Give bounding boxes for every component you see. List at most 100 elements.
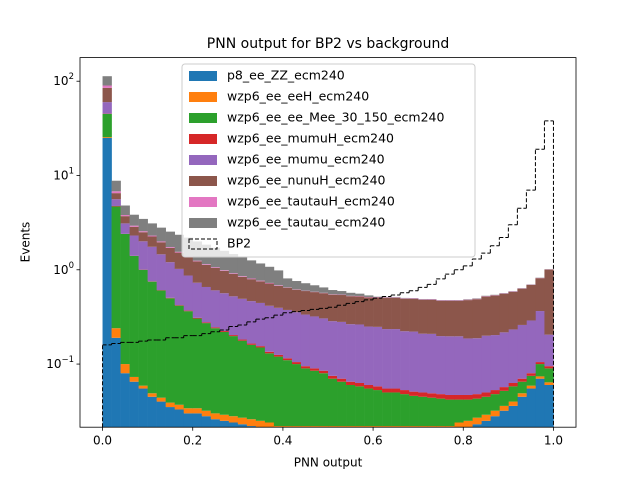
- hist-bar: [508, 382, 518, 387]
- hist-bar: [102, 85, 112, 88]
- hist-bar: [328, 426, 338, 428]
- hist-bar: [481, 396, 491, 415]
- hist-bar: [264, 353, 275, 423]
- hist-bar: [246, 426, 257, 428]
- hist-bar: [309, 285, 320, 292]
- hist-bar: [318, 318, 329, 371]
- hist-bar: [409, 331, 419, 392]
- hist-bar: [318, 287, 329, 293]
- hist-bar: [490, 416, 500, 428]
- hist-bar: [445, 336, 455, 395]
- hist-bar: [156, 397, 166, 402]
- hist-bar: [490, 394, 500, 411]
- hist-bar: [544, 368, 554, 383]
- hist-bar: [526, 284, 536, 321]
- hist-bar: [228, 422, 239, 428]
- hist-bar: [255, 280, 266, 282]
- hist-bar: [490, 410, 500, 417]
- hist-bar: [228, 273, 239, 297]
- hist-bar: [526, 373, 536, 376]
- hist-bar: [526, 375, 536, 386]
- hist-bar: [165, 407, 175, 428]
- hist-bar: [355, 293, 365, 296]
- hist-bar: [237, 276, 248, 277]
- hist-bar: [138, 269, 148, 386]
- hist-bar: [210, 267, 221, 291]
- hist-bar: [129, 226, 139, 236]
- hist-bar: [472, 424, 482, 428]
- hist-bar: [138, 218, 148, 232]
- hist-bar: [264, 282, 275, 284]
- hist-bar: [291, 312, 302, 363]
- hist-bar: [192, 408, 203, 414]
- hist-bar: [246, 279, 257, 302]
- hist-bar: [346, 292, 356, 296]
- hist-bar: [111, 193, 121, 200]
- hist-bar: [246, 278, 257, 280]
- hist-bar: [472, 398, 482, 418]
- hist-bar: [111, 191, 121, 194]
- hist-bar: [273, 354, 284, 357]
- legend-swatch: [189, 197, 217, 207]
- hist-bar: [328, 294, 338, 322]
- hist-bar: [499, 332, 509, 388]
- hist-bar: [427, 397, 437, 427]
- legend-swatch: [189, 92, 217, 102]
- hist-bar: [264, 422, 275, 428]
- hist-bar: [300, 426, 311, 428]
- hist-bar: [373, 386, 383, 391]
- hist-bar: [337, 321, 347, 379]
- hist-bar: [508, 405, 518, 428]
- hist-bar: [300, 314, 311, 367]
- hist-bar: [165, 298, 175, 403]
- legend-label: wzp6_ee_mumu_ecm240: [227, 152, 385, 167]
- hist-bar: [318, 370, 329, 374]
- hist-bar: [337, 381, 347, 427]
- hist-bar: [246, 260, 257, 279]
- hist-bar: [201, 323, 212, 411]
- hist-bar: [409, 426, 419, 428]
- x-tick-label: 0.0: [93, 434, 112, 448]
- hist-bar: [273, 285, 284, 308]
- hist-bar: [147, 246, 157, 282]
- hist-bar: [129, 381, 139, 428]
- hist-bar: [427, 299, 437, 334]
- legend-label: wzp6_ee_tautauH_ecm240: [227, 194, 395, 209]
- hist-bar: [499, 293, 509, 333]
- hist-bar: [219, 270, 230, 294]
- hist-bar: [174, 409, 185, 428]
- hist-bar: [544, 384, 554, 428]
- hist-bar: [355, 296, 365, 325]
- hist-bar: [219, 331, 230, 332]
- hist-bar: [228, 273, 239, 274]
- hist-bar: [129, 214, 139, 226]
- hist-bar: [264, 266, 275, 283]
- hist-bar: [228, 416, 239, 423]
- legend-label: p8_ee_ZZ_ecm240: [227, 68, 345, 83]
- hist-bar: [472, 299, 482, 339]
- hist-bar: [165, 247, 175, 248]
- hist-bar: [129, 255, 139, 377]
- hist-bar: [237, 417, 248, 425]
- hist-bar: [382, 426, 392, 428]
- hist-bar: [535, 278, 545, 312]
- hist-bar: [201, 416, 212, 428]
- y-tick-label: 100: [53, 260, 74, 276]
- hist-bar: [120, 215, 130, 217]
- hist-bar: [382, 392, 392, 427]
- hist-bar: [210, 328, 221, 414]
- hist-bar: [102, 137, 112, 138]
- hist-bar: [409, 395, 419, 427]
- hist-bar: [210, 327, 221, 329]
- hist-bar: [156, 227, 166, 242]
- hist-bar: [255, 263, 266, 281]
- hist-bar: [210, 419, 221, 428]
- hist-bar: [282, 360, 293, 427]
- hist-bar: [192, 317, 203, 319]
- hist-bar: [309, 368, 320, 371]
- hist-bar: [337, 426, 347, 428]
- hist-bar: [210, 267, 221, 268]
- hist-bar: [192, 413, 203, 428]
- hist-bar: [526, 320, 536, 374]
- hist-bar: [237, 257, 248, 277]
